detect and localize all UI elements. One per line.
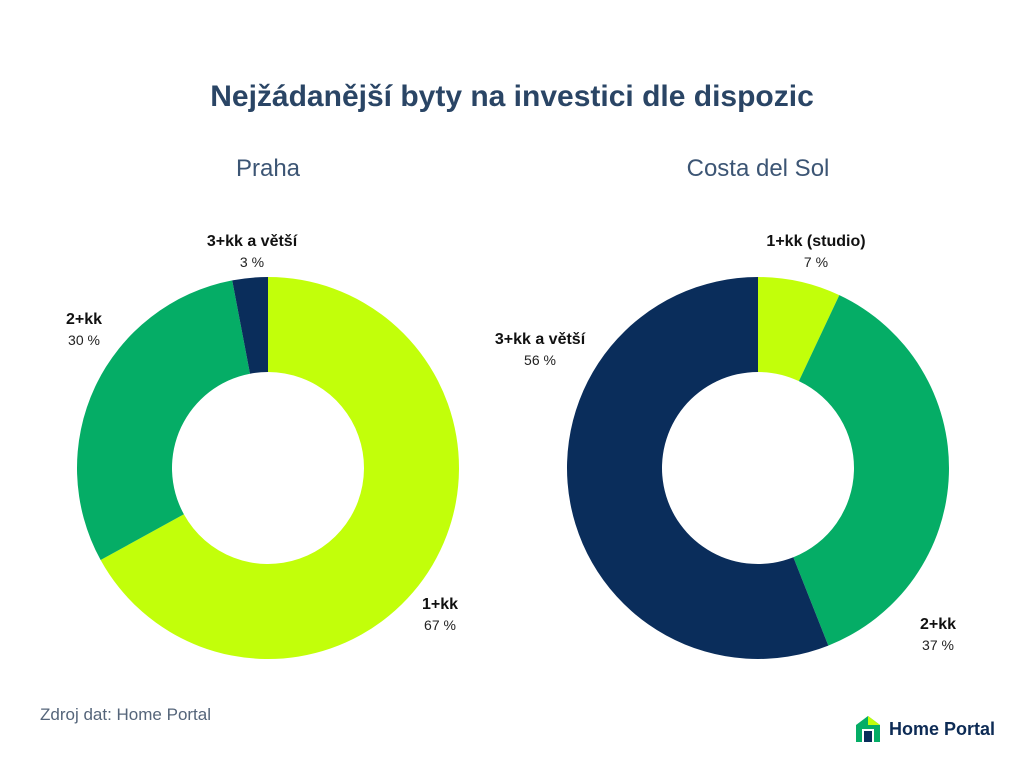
donut-slice-0-0 [100, 277, 459, 660]
donut-slice-0-1 [77, 280, 251, 561]
slice-value: 56 % [524, 352, 556, 368]
slice-name: 1+kk [421, 596, 459, 613]
donut-slice-0-2 [232, 277, 268, 374]
donut-slice-1-0 [758, 277, 840, 382]
slice-value: 30 % [68, 332, 100, 348]
brand-logo: Home Portal [855, 714, 995, 744]
donut-slice-1-2 [567, 277, 829, 659]
slice-value: 37 % [922, 637, 954, 653]
slice-name: 3+kk a větší [494, 331, 586, 348]
slice-label-costa-2kk: 2+kk 37 % [920, 615, 956, 655]
slice-label-praha-2kk: 2+kk 30 % [66, 310, 102, 350]
slice-label-praha-3kk: 3+kk a větší 3 % [207, 232, 297, 272]
slice-name: 3+kk a větší [206, 233, 298, 250]
data-source-note: Zdroj dat: Home Portal [40, 705, 212, 724]
chart-subtitle-praha: Praha [235, 155, 301, 182]
donut-slice-1-1 [793, 295, 949, 646]
slice-label-costa-1kk-studio: 1+kk (studio) 7 % [766, 232, 865, 272]
slice-name: 2+kk [65, 311, 103, 328]
slice-value: 67 % [424, 617, 456, 633]
slice-value: 7 % [803, 254, 829, 270]
house-logo-icon [856, 716, 880, 742]
slice-name: 1+kk (studio) [766, 233, 866, 250]
brand-name: Home Portal [889, 718, 996, 739]
slice-name: 2+kk [919, 616, 957, 633]
chart-subtitle-costa-del-sol: Costa del Sol [686, 155, 830, 182]
slice-value: 3 % [239, 254, 265, 270]
chart-title: Nejžádanější byty na investici dle dispo… [210, 80, 814, 113]
slice-label-praha-1kk: 1+kk 67 % [422, 595, 458, 635]
slice-label-costa-3kk: 3+kk a větší 56 % [495, 330, 585, 370]
